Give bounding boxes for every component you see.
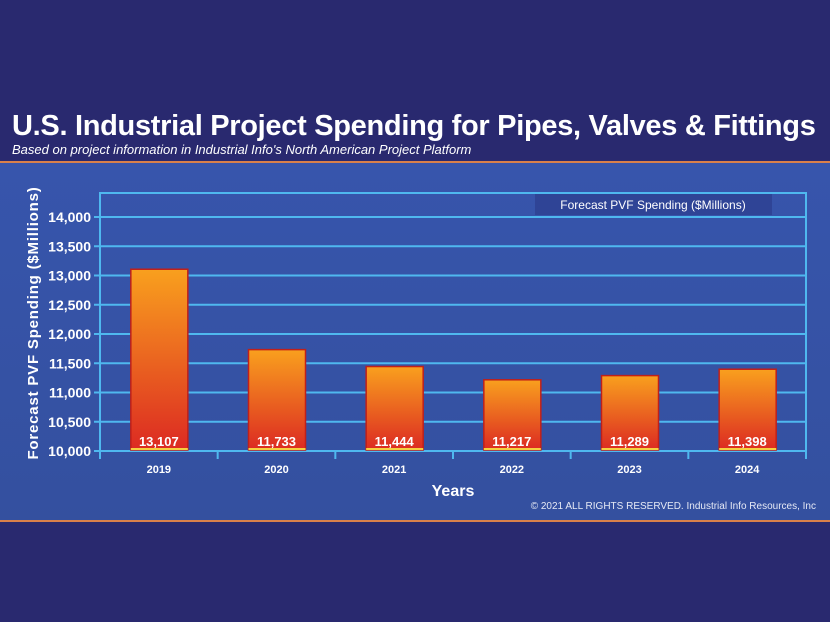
- data-label: 11,733: [257, 434, 296, 449]
- copyright-notice: © 2021 ALL RIGHTS RESERVED. Industrial I…: [530, 501, 816, 512]
- x-tick-label: 2023: [617, 464, 641, 476]
- x-tick-label: 2022: [500, 464, 524, 476]
- data-label: 11,217: [492, 434, 531, 449]
- x-tick-label: 2019: [147, 464, 171, 476]
- bar: [365, 365, 424, 451]
- plot-frame: [99, 192, 807, 452]
- y-tick-label: 10,500: [48, 414, 91, 430]
- y-tick-label: 10,000: [48, 443, 91, 459]
- x-tick-label: 2024: [735, 464, 760, 476]
- bar: [130, 268, 189, 451]
- y-tick-label: 11,500: [49, 355, 91, 371]
- data-label: 11,289: [610, 434, 649, 449]
- chart-subtitle: Based on project information in Industri…: [12, 142, 472, 157]
- bar: [600, 374, 660, 451]
- x-axis-label: Years: [432, 483, 475, 500]
- y-tick-label: 13,000: [48, 268, 91, 284]
- legend-box: [535, 194, 772, 215]
- y-tick-label: 12,500: [48, 297, 91, 313]
- bar: [483, 379, 542, 451]
- x-tick-label: 2021: [382, 464, 406, 476]
- y-axis-label: Forecast PVF Spending ($Millions): [25, 186, 42, 459]
- legend-label: Forecast PVF Spending ($Millions): [560, 198, 745, 212]
- y-tick-label: 11,000: [49, 385, 91, 401]
- bar: [247, 348, 307, 451]
- x-tick-label: 2020: [264, 464, 288, 476]
- data-label: 11,398: [728, 434, 767, 449]
- data-label: 11,444: [375, 434, 415, 449]
- chart-title: U.S. Industrial Project Spending for Pip…: [12, 110, 816, 142]
- y-tick-label: 12,000: [48, 326, 91, 342]
- bar: [718, 368, 777, 451]
- y-tick-label: 13,500: [48, 238, 91, 254]
- y-tick-label: 14,000: [48, 209, 91, 225]
- data-label: 13,107: [139, 434, 179, 449]
